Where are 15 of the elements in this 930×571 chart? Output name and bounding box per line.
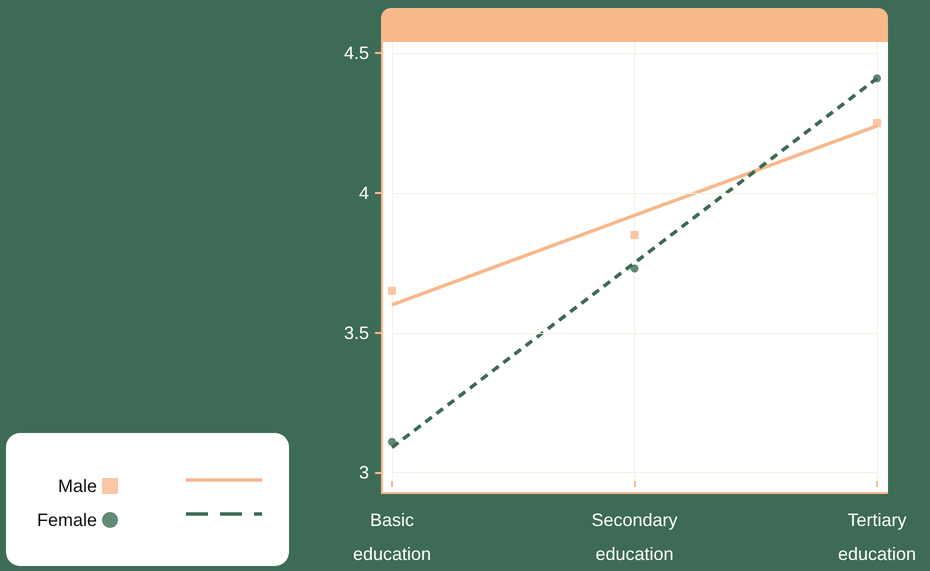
legend-label: Male <box>58 476 98 496</box>
y-tick-label: 3.5 <box>344 322 369 343</box>
point <box>388 438 396 446</box>
point <box>630 264 638 272</box>
legend-label: Female <box>36 510 98 530</box>
point <box>630 230 638 239</box>
point <box>873 119 881 128</box>
y-tick-label: 4 <box>358 182 369 203</box>
y-tick-label: 3 <box>358 462 369 483</box>
point <box>388 286 396 295</box>
x-tick-label: Basic education <box>352 510 432 564</box>
x-tick-label: Secondary education <box>591 510 678 564</box>
x-tick-label: Tertiary education <box>838 510 916 564</box>
point <box>873 74 881 82</box>
y-tick-label: 4.5 <box>344 43 369 64</box>
